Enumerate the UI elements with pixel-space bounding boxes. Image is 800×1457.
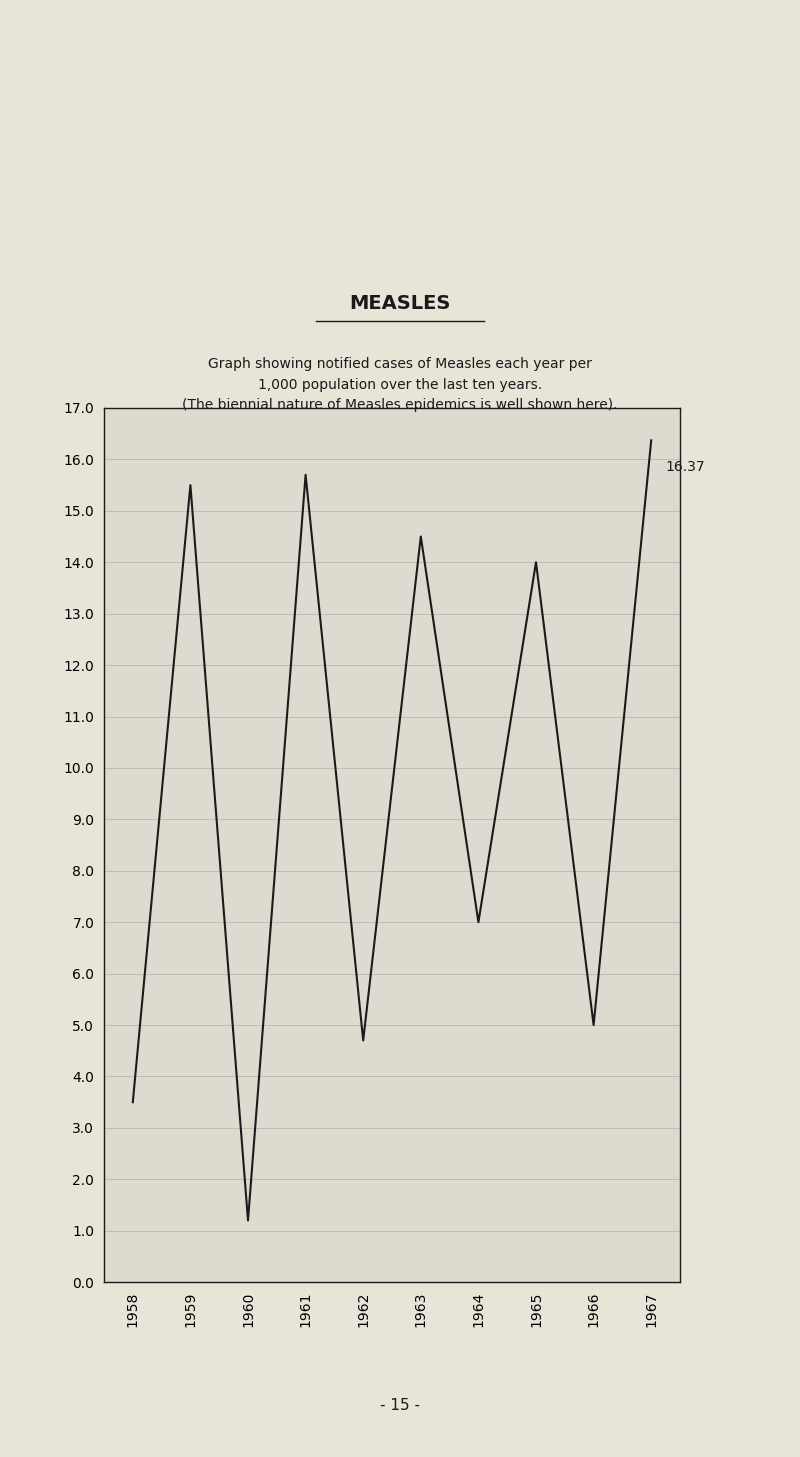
Text: MEASLES: MEASLES (350, 294, 450, 313)
Text: - 15 -: - 15 - (380, 1399, 420, 1413)
Text: Graph showing notified cases of Measles each year per
1,000 population over the : Graph showing notified cases of Measles … (182, 357, 618, 412)
Text: 16.37: 16.37 (666, 460, 706, 474)
